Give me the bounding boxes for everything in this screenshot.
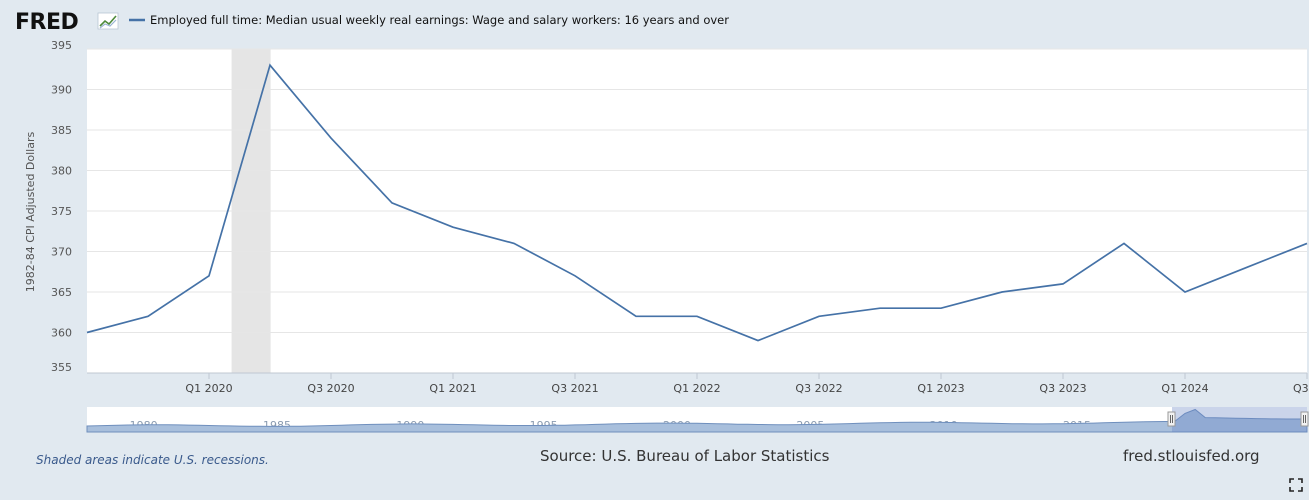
y-axis-ticks: 355 360 365 370 375 380 385 390 395: [51, 39, 72, 374]
site-link[interactable]: fred.stlouisfed.org: [1123, 447, 1260, 465]
y-tick-label: 375: [51, 205, 72, 218]
y-tick-label: 360: [51, 327, 72, 340]
x-axis-ticks: Q1 2020 Q3 2020 Q1 2021 Q3 2021 Q1 2022 Q3 20…: [185, 373, 1309, 395]
y-tick-label: 370: [51, 246, 72, 259]
x-tick-label: Q1 2020: [185, 382, 232, 395]
y-tick-label: 380: [51, 165, 72, 178]
legend[interactable]: Employed full time: Median usual weekly …: [129, 13, 729, 27]
x-tick-label: Q1 2022: [673, 382, 720, 395]
fullscreen-icon[interactable]: [1289, 478, 1303, 492]
fred-logo-chart-icon: [97, 12, 119, 30]
series-line[interactable]: [86, 63, 1308, 342]
y-tick-label: 365: [51, 286, 72, 299]
legend-label: Employed full time: Median usual weekly …: [150, 13, 729, 27]
x-tick-label: Q1 2023: [917, 382, 964, 395]
navigator-selection[interactable]: [1172, 407, 1307, 432]
x-tick-label: Q3 2021: [551, 382, 598, 395]
y-axis-label: 1982-84 CPI Adjusted Dollars: [24, 132, 37, 293]
x-tick-label: Q3 2023: [1039, 382, 1086, 395]
recession-note: Shaded areas indicate U.S. recessions.: [36, 453, 269, 467]
x-tick-label: Q1 2024: [1161, 382, 1208, 395]
x-tick-label: Q3 2022: [795, 382, 842, 395]
y-tick-label: 390: [51, 84, 72, 97]
source-text: Source: U.S. Bureau of Labor Statistics: [540, 447, 830, 465]
navigator-handle-right[interactable]: [1300, 411, 1309, 427]
navigator-series-area: [86, 408, 1308, 433]
navigator-handle-left[interactable]: [1167, 411, 1176, 427]
grid-lines: [87, 48, 1307, 374]
y-tick-label: 355: [51, 361, 72, 374]
y-tick-label: 395: [51, 39, 72, 52]
fred-logo-text: FRED: [15, 10, 78, 35]
fred-logo[interactable]: FRED: [15, 10, 119, 35]
y-tick-label: 385: [51, 124, 72, 137]
x-tick-label: Q3 2: [1293, 382, 1309, 395]
x-tick-label: Q3 2020: [307, 382, 354, 395]
navigator[interactable]: 198019851990199520002005201020152020: [86, 407, 1309, 433]
x-tick-label: Q1 2021: [429, 382, 476, 395]
